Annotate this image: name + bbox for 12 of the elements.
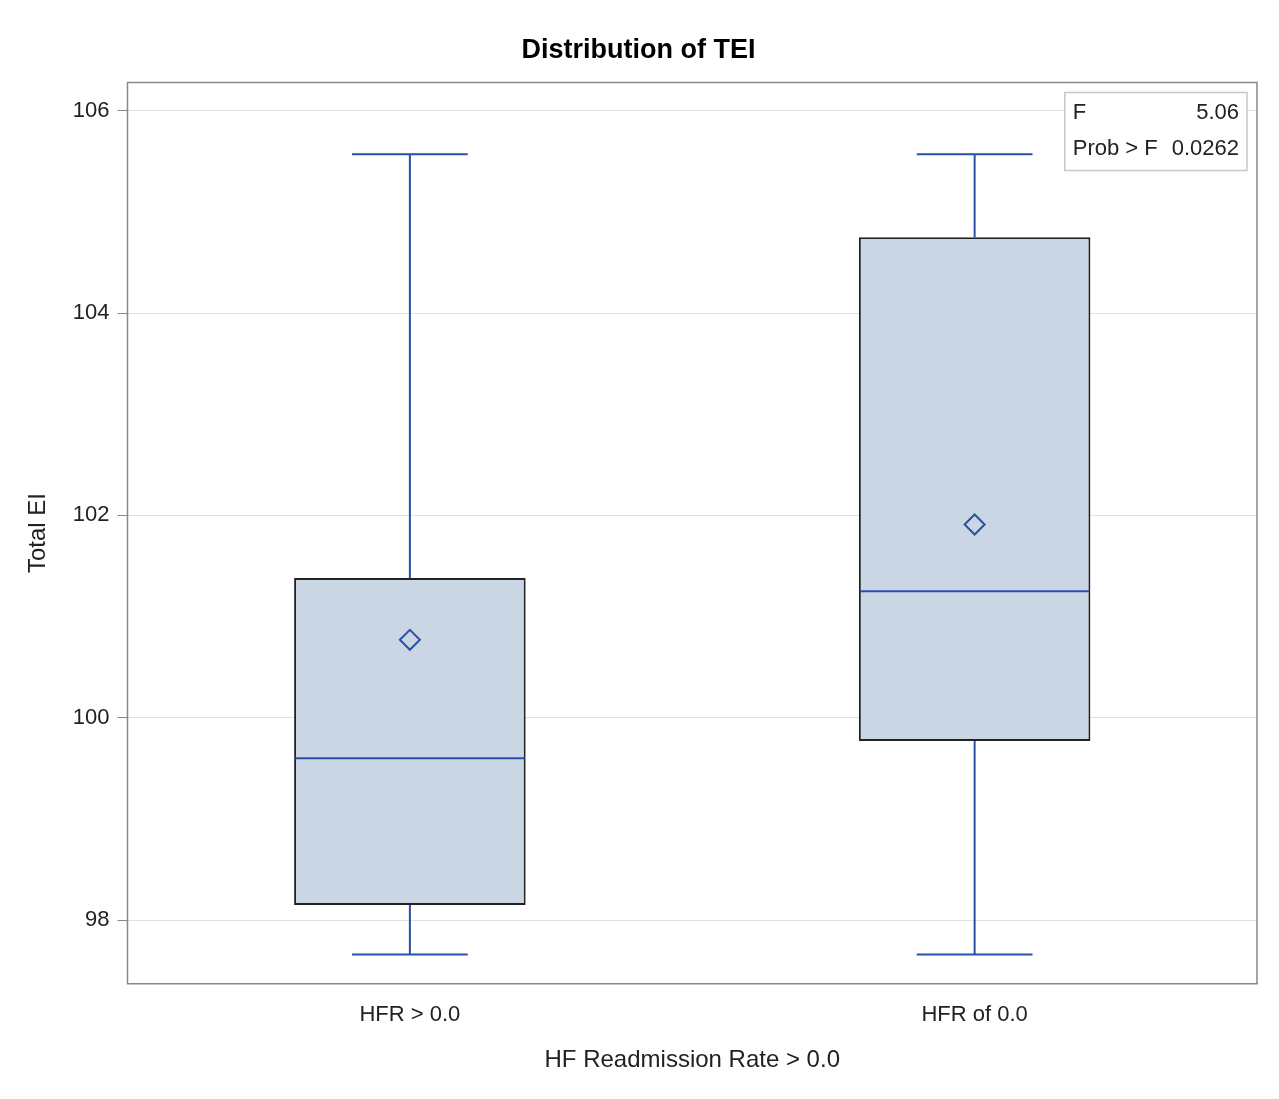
y-tick-label: 98 (85, 906, 110, 932)
y-tick-label: 106 (72, 96, 110, 122)
y-tick-label: 102 (72, 501, 110, 527)
y-tick-label: 100 (72, 703, 110, 729)
y-axis-title: Total EI (23, 493, 51, 574)
chart-title: Distribution of TEI (521, 33, 756, 64)
annotation: Prob > F 0.0262 (1072, 135, 1239, 161)
x-axis-title: HF Readmission Rate > 0.0 (544, 1045, 840, 1073)
text: F 5.06 (1072, 99, 1239, 125)
x-tick-label: HFR of 0.0 (921, 1001, 1028, 1027)
y-tick-label: 104 (72, 299, 110, 325)
x-tick-label: HFR > 0.0 (359, 1001, 461, 1027)
